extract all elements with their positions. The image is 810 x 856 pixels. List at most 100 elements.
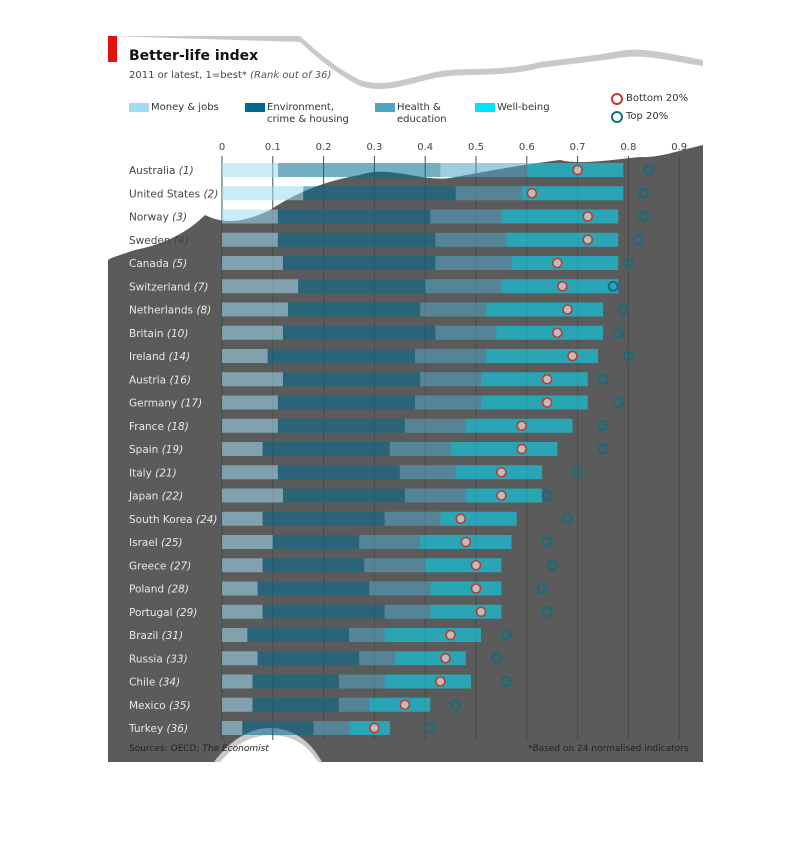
top20-marker [424,722,436,734]
top20-marker [612,327,624,339]
bar-segment [425,558,502,573]
bar-segment [222,581,258,596]
top20-marker [617,304,629,315]
footnote: *Based on 24 normalised indicators [528,744,689,754]
country-label: Chile (34) [129,677,180,689]
sources-publication: The Economist [202,744,269,754]
country-label: Sweden (4) [129,235,189,247]
country-label: Israel (25) [129,537,183,549]
bar-segment [384,674,471,689]
bar-segment [222,535,273,549]
bar-segment [394,651,466,666]
bar-segment [277,465,400,480]
chart-subtitle: 2011 or latest, 1=best* (Rank out of 36) [129,70,331,81]
legend-label-health-line1: Health & [397,102,441,113]
top20-marker [546,559,558,571]
bar-segment [277,163,441,177]
top20-marker [541,490,553,501]
country-label: Turkey (36) [128,723,188,735]
legend-label-health-line2: education [397,114,447,125]
bar-segment [364,558,426,573]
bar-segment [222,651,258,666]
top20-marker [450,699,462,711]
country-label: Russia (33) [129,653,188,665]
bar-segment [486,349,598,363]
bottom20-marker [445,629,456,641]
x-tick-label: 0.1 [265,142,281,153]
bar-segment [247,628,349,642]
bar-segment [222,395,278,410]
bottom20-marker [399,699,411,711]
bottom20-marker [551,257,563,269]
bottom20-marker [516,443,528,455]
x-tick-label: 0.6 [519,142,535,153]
country-label: Australia (1) [129,165,194,177]
x-tick-label: 0.3 [366,142,382,153]
bottom20-marker [557,280,568,292]
bar-segment [455,186,522,201]
brand-red-tab [108,36,117,62]
bar-segment [288,302,421,317]
bar-segment [252,697,339,712]
bar-segment [303,186,456,201]
subtitle-note: (Rank out of 36) [250,70,332,81]
bar-segment [298,279,426,294]
country-label: South Korea (24) [129,514,218,526]
bottom20-marker [496,490,507,501]
bar-segment [222,721,243,735]
country-label: Norway (3) [129,212,187,224]
bottom20-marker [516,420,528,432]
legend-top20-icon [611,111,623,123]
bar-segment [277,395,416,410]
bottom20-marker [435,676,446,687]
bottom20-marker [470,559,482,571]
bar-segment [222,232,278,247]
legend-label-environment-line1: Environment, [267,102,335,113]
bar-segment [262,604,385,619]
bar-segment [222,558,263,573]
legend-swatch-money [129,103,149,112]
bar-segment [359,535,421,549]
bar-segment [369,581,431,596]
top20-marker [638,211,650,222]
bottom20-marker [582,211,594,222]
bottom20-marker [440,652,451,664]
bar-segment [430,209,502,224]
x-tick-label: 0.5 [468,142,484,153]
top20-marker [541,606,553,618]
bar-segment [252,674,339,689]
bar-segment [222,442,263,456]
country-label: Spain (19) [129,444,183,456]
country-label: Mexico (35) [129,700,191,712]
legend-label-money: Money & jobs [151,102,219,113]
bottom20-marker [460,536,472,548]
top20-marker [500,629,512,641]
bar-segment [506,232,619,247]
top20-marker [643,164,655,176]
bar-segment [511,256,619,270]
top20-marker [622,257,634,269]
top20-marker [490,652,502,664]
bar-segment [338,697,370,712]
top20-marker [633,234,645,246]
bar-segment [521,186,624,201]
bottom20-marker [470,583,482,594]
bar-segment [420,372,482,387]
legend-label-environment: Environment, crime & housing [267,102,349,126]
country-label: Ireland (14) [129,351,190,363]
bar-segment [262,511,385,526]
legend-bottom20-icon [611,93,623,105]
x-tick-label: 0 [219,142,225,153]
bar-segment [430,581,502,596]
bottom20-marker [526,187,538,199]
country-label: Poland (28) [129,584,189,596]
legend-swatch-health [375,103,395,112]
bar-segment [384,628,482,642]
bar-segment [420,302,487,317]
bar-segment [440,511,517,526]
sources-prefix: Sources: OECD; [129,744,200,754]
x-tick-label: 0.9 [671,142,687,153]
subtitle-main: 2011 or latest, 1=best* [129,70,247,81]
bar-segment [222,418,278,433]
